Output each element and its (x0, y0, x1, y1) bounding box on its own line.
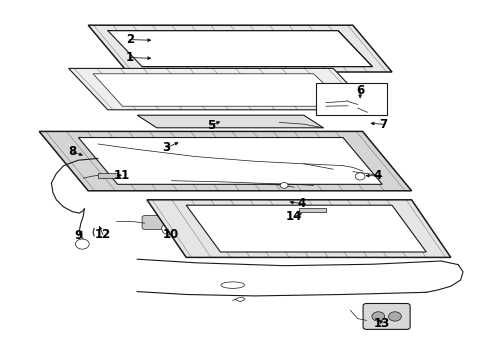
Text: 9: 9 (74, 229, 82, 242)
Text: 13: 13 (374, 317, 391, 330)
Text: 11: 11 (113, 169, 130, 182)
Text: 8: 8 (69, 145, 76, 158)
Polygon shape (78, 138, 382, 184)
Polygon shape (93, 74, 348, 106)
Text: 2: 2 (126, 33, 134, 46)
Text: 4: 4 (373, 169, 381, 182)
Text: 3: 3 (163, 141, 171, 154)
Text: 1: 1 (126, 51, 134, 64)
Circle shape (75, 239, 89, 249)
Circle shape (355, 173, 365, 180)
FancyBboxPatch shape (142, 216, 172, 229)
Polygon shape (69, 68, 372, 110)
Text: 4: 4 (297, 197, 305, 210)
Polygon shape (299, 208, 326, 212)
Polygon shape (147, 200, 451, 257)
Text: 5: 5 (207, 119, 215, 132)
Polygon shape (186, 205, 426, 252)
Circle shape (167, 226, 174, 231)
Text: 14: 14 (286, 210, 302, 223)
Circle shape (389, 312, 401, 321)
Polygon shape (39, 131, 412, 191)
Bar (316, 83, 387, 115)
Ellipse shape (221, 282, 245, 288)
Circle shape (162, 222, 179, 235)
Text: 10: 10 (162, 228, 179, 241)
Text: 12: 12 (95, 228, 111, 241)
Circle shape (280, 183, 288, 188)
Polygon shape (98, 173, 118, 178)
FancyBboxPatch shape (363, 303, 410, 329)
Text: 6: 6 (356, 84, 364, 96)
Polygon shape (108, 31, 372, 67)
Polygon shape (137, 115, 323, 128)
Circle shape (372, 312, 385, 321)
Polygon shape (88, 25, 392, 72)
Text: 7: 7 (379, 118, 387, 131)
